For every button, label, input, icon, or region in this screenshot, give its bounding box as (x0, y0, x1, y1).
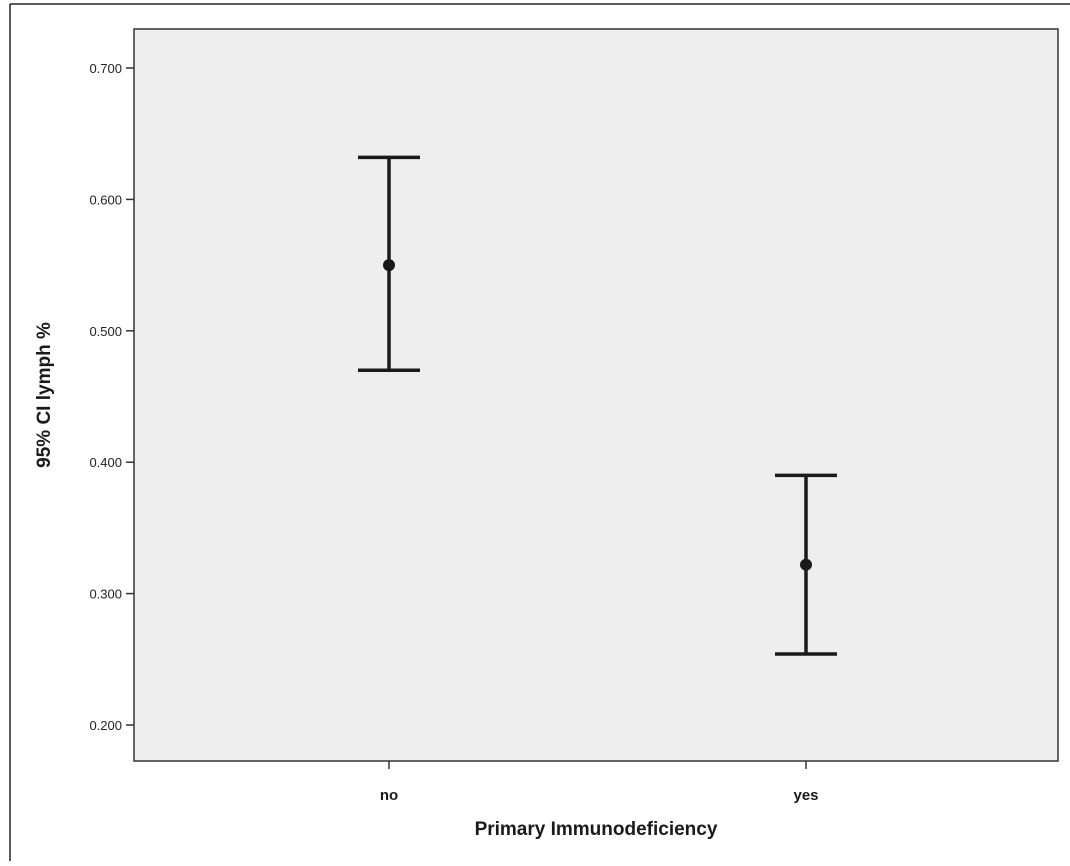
y-tick-label: 0.500 (89, 324, 122, 339)
x-axis-title: Primary Immunodeficiency (475, 819, 718, 840)
y-tick-label: 0.300 (89, 587, 122, 602)
y-tick-label: 0.200 (89, 718, 122, 733)
plot-area (133, 28, 1059, 762)
y-axis: 0.200 0.300 0.400 0.500 0.600 0.700 (89, 61, 134, 733)
y-tick-label: 0.700 (89, 61, 122, 76)
x-tick-label: yes (793, 787, 818, 804)
y-tick-label: 0.600 (89, 192, 122, 207)
x-axis: no yes (380, 761, 819, 804)
y-tick-label: 0.400 (89, 455, 122, 470)
error-bars (358, 155, 837, 656)
mean-point (383, 259, 395, 272)
x-tick-label: no (380, 787, 398, 804)
mean-point (800, 558, 812, 571)
y-axis-title: 95% CI lymph % (34, 322, 55, 468)
